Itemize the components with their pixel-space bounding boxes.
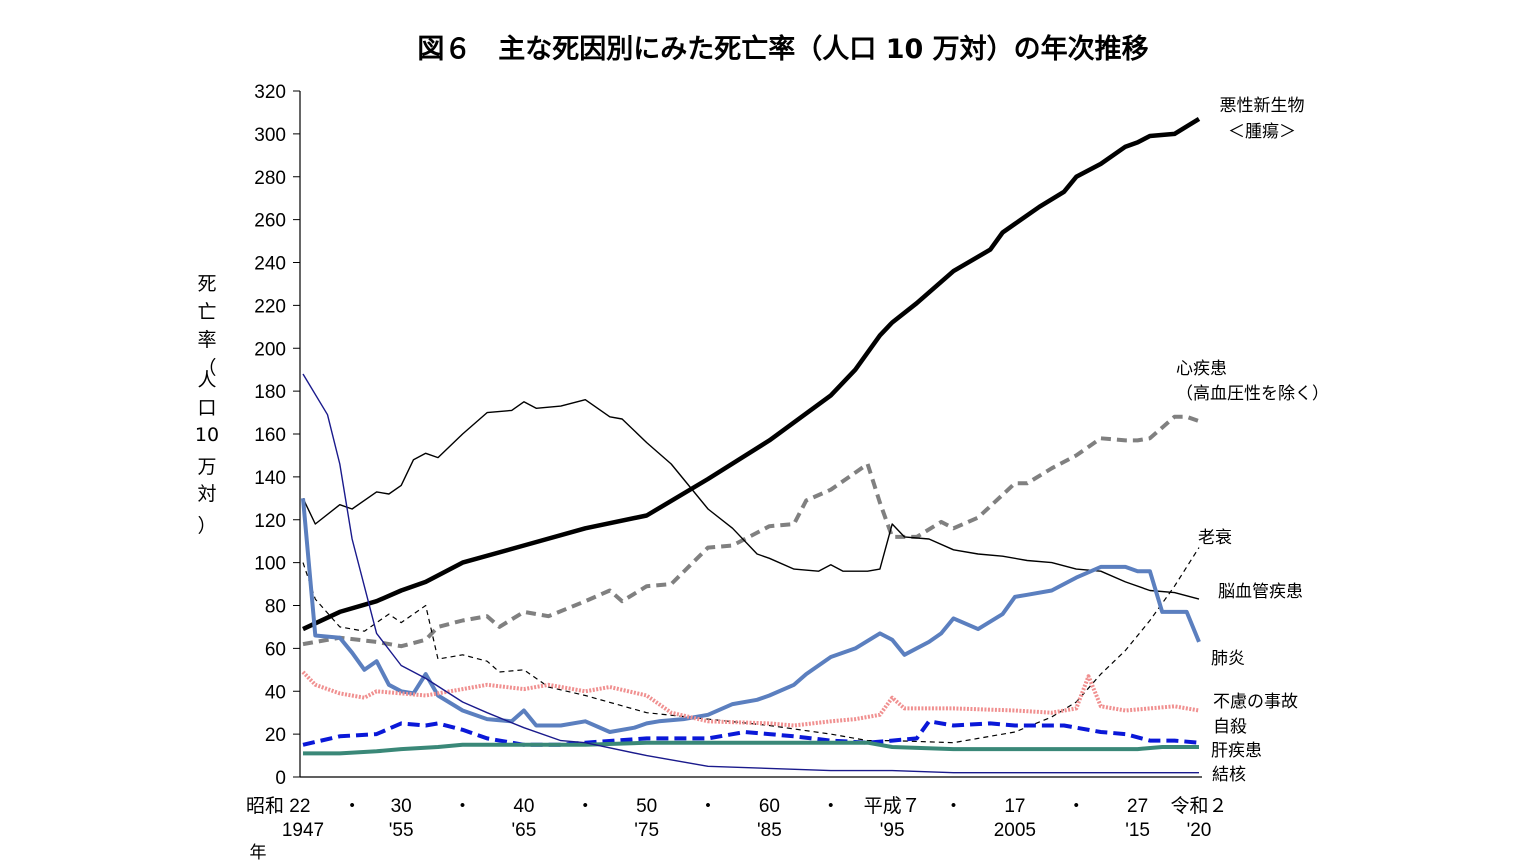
- x-year-tick-label: '65: [512, 820, 537, 841]
- x-year-tick-label: '55: [389, 820, 414, 841]
- series-label: 肝疾患: [1211, 741, 1262, 761]
- y-tick-label: 180: [254, 382, 286, 403]
- x-era-tick-label: ・: [821, 796, 840, 817]
- y-tick-label: 20: [265, 725, 286, 746]
- y-axis-label-char: 亡: [197, 301, 216, 323]
- series-label: ＜腫瘍＞: [1228, 122, 1296, 142]
- series-label: （高血圧性を除く）: [1176, 384, 1329, 404]
- y-tick-label: 240: [254, 254, 286, 275]
- y-tick-label: 220: [254, 296, 286, 317]
- y-tick-label: 300: [254, 125, 286, 146]
- x-era-tick-label: 平成７: [864, 795, 921, 817]
- series-label: 悪性新生物: [1220, 96, 1305, 116]
- y-axis-ticks: 0 20 40 60 80 100 120 140 160 180 200 220 240 260 280 3…: [254, 82, 300, 789]
- x-year-tick-label: '75: [634, 820, 659, 841]
- series-line: [302, 116, 1201, 632]
- series-label: 老衰: [1198, 528, 1232, 548]
- y-axis-label-char: 死: [197, 273, 216, 295]
- series-lines: [301, 116, 1201, 774]
- x-year-tick-label: '85: [757, 820, 782, 841]
- y-tick-label: 80: [265, 597, 286, 618]
- x-era-tick-label: ・: [453, 796, 472, 817]
- series-label: 肺炎: [1211, 649, 1245, 669]
- x-era-tick-label: 40: [513, 796, 534, 817]
- y-tick-label: 100: [254, 554, 286, 575]
- x-year-tick-label: '15: [1125, 820, 1150, 841]
- x-era-tick-label: ・: [1067, 796, 1086, 817]
- y-axis-label-char: 人: [197, 369, 216, 391]
- x-era-tick-label: 60: [759, 796, 780, 817]
- x-era-tick-label: 27: [1127, 796, 1148, 817]
- y-axis-label-char: 対: [197, 483, 216, 505]
- series-line: [302, 373, 1199, 774]
- x-year-tick-label: 1947: [282, 820, 324, 841]
- series-line: [301, 670, 1200, 728]
- x-era-tick-label: 30: [391, 796, 412, 817]
- series-line: [301, 498, 1201, 734]
- x-era-tick-label: 17: [1004, 796, 1025, 817]
- y-axis-label-char: （: [197, 357, 216, 379]
- series-line: [302, 399, 1200, 600]
- chart-title: 図６ 主な死因別にみた死亡率（人口 10 万対）の年次推移: [417, 33, 1148, 65]
- x-axis-ticks: 昭和 22 ・ 30 ・ 40 ・ 50 ・ 60 ・ 平成７ ・ 17 ・ 27 令和２ 1947 '55 '65…: [246, 795, 1228, 841]
- y-axis-label-char: 口: [197, 397, 216, 419]
- series-label: 心疾患: [1176, 359, 1227, 379]
- y-tick-label: 320: [254, 82, 286, 103]
- series-label: 自殺: [1213, 717, 1247, 737]
- x-era-tick-label: ・: [576, 796, 595, 817]
- y-tick-label: 160: [254, 425, 286, 446]
- x-era-tick-label: 令和２: [1170, 795, 1227, 817]
- x-era-tick-label: ・: [944, 796, 963, 817]
- x-axis-unit-label: 年: [250, 843, 267, 863]
- y-axis-label-char: 万: [197, 456, 216, 478]
- x-year-tick-label: '95: [880, 820, 905, 841]
- y-tick-label: 0: [275, 768, 286, 789]
- y-tick-label: 120: [254, 511, 286, 532]
- x-era-tick-label: 50: [636, 796, 657, 817]
- series-label: 結核: [1212, 765, 1246, 785]
- y-axis-label: 死亡率 （人口 10 万対 ）: [195, 273, 219, 537]
- x-era-tick-label: ・: [699, 796, 718, 817]
- series-label: 脳血管疾患: [1218, 582, 1303, 602]
- series-label: 不慮の事故: [1213, 692, 1298, 712]
- y-tick-label: 200: [254, 339, 286, 360]
- y-tick-label: 260: [254, 211, 286, 232]
- y-tick-label: 280: [254, 168, 286, 189]
- y-tick-label: 60: [265, 639, 286, 660]
- x-era-tick-label: ・: [343, 796, 362, 817]
- series-line: [303, 740, 1199, 756]
- series-labels: 悪性新生物 ＜腫瘍＞ 心疾患 （高血圧性を除く） 老衰脳血管疾患肺炎不慮の事故自殺肝疾患…: [1176, 96, 1329, 785]
- x-year-tick-label: '20: [1187, 820, 1212, 841]
- x-year-tick-label: 2005: [994, 820, 1036, 841]
- y-axis-label-char: ）: [197, 515, 216, 537]
- y-axis-label-char: 率: [197, 329, 216, 351]
- y-tick-label: 40: [265, 682, 286, 703]
- series-line: [302, 414, 1200, 649]
- x-era-tick-label: 昭和 22: [246, 795, 310, 817]
- y-tick-label: 140: [254, 468, 286, 489]
- y-axis-label-char: 10: [195, 424, 219, 446]
